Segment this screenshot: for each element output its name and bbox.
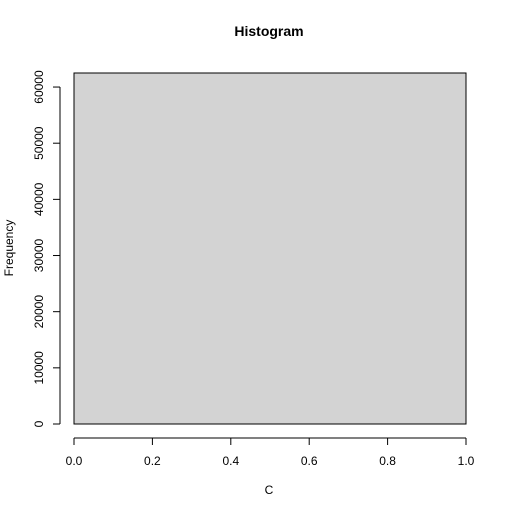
x-tick-label-4: 0.8 bbox=[379, 454, 396, 468]
x-tick-label-5: 1.0 bbox=[458, 454, 475, 468]
y-tick-label-5: 50000 bbox=[32, 126, 46, 160]
y-tick-label-0: 0 bbox=[32, 420, 46, 427]
x-axis: 0.0 0.2 0.4 0.6 0.8 1.0 bbox=[66, 437, 475, 468]
x-axis-label: C bbox=[265, 483, 274, 497]
histogram-bar-0 bbox=[73, 72, 467, 425]
y-axis-label: Frequency bbox=[2, 220, 16, 277]
y-tick-label-3: 30000 bbox=[32, 239, 46, 273]
y-tick-label-6: 60000 bbox=[32, 70, 46, 104]
histogram-bars bbox=[73, 72, 467, 425]
chart-title: Histogram bbox=[234, 23, 303, 39]
x-tick-label-3: 0.6 bbox=[301, 454, 318, 468]
x-tick-label-1: 0.2 bbox=[144, 454, 161, 468]
y-axis: 0 10000 20000 30000 40000 50000 60000 bbox=[32, 70, 61, 427]
y-tick-label-1: 10000 bbox=[32, 351, 46, 385]
x-tick-label-2: 0.4 bbox=[222, 454, 239, 468]
y-tick-label-4: 40000 bbox=[32, 182, 46, 216]
x-tick-label-0: 0.0 bbox=[66, 454, 83, 468]
y-tick-label-2: 20000 bbox=[32, 295, 46, 329]
